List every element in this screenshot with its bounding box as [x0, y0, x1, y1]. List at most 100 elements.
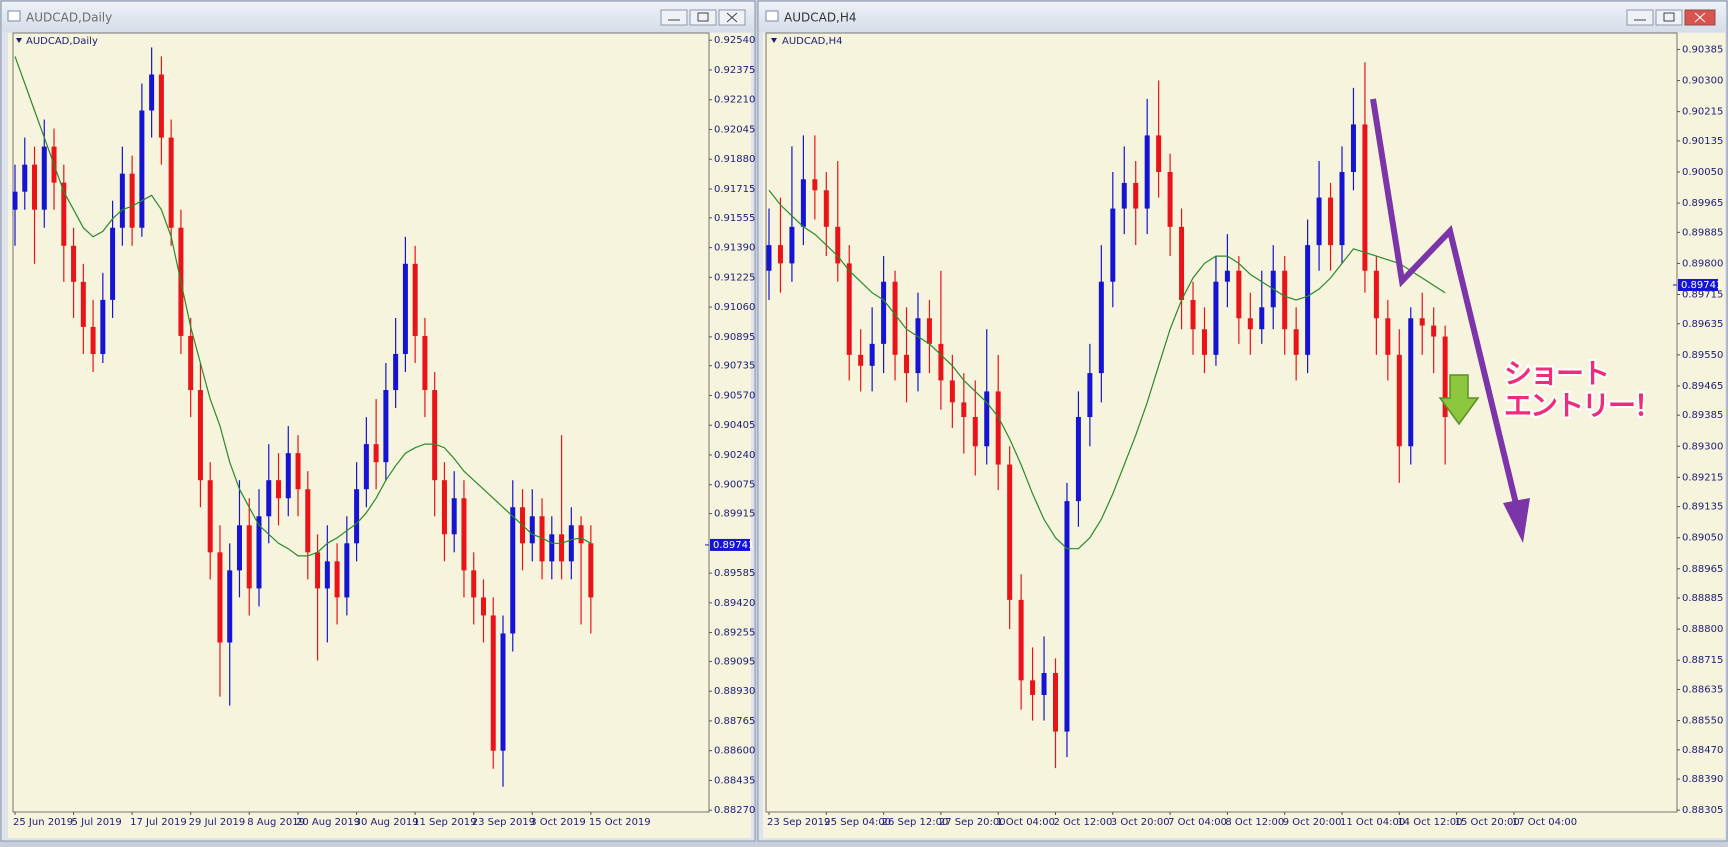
candle-body: [1328, 197, 1334, 246]
y-tick-label: 0.88965: [1682, 564, 1723, 575]
candle-body: [1316, 197, 1322, 246]
candle-body: [812, 179, 818, 191]
annotation: ショート: [1504, 357, 1608, 390]
x-tick-label: 17 Oct 04:00: [1512, 817, 1577, 828]
moving-average: [768, 189, 1446, 550]
candle-body: [344, 543, 350, 598]
candle-body: [71, 245, 77, 282]
y-tick-label: 0.90570: [714, 390, 755, 401]
candle-body: [1018, 599, 1024, 681]
candle-body: [1087, 373, 1093, 418]
candle-body: [869, 343, 875, 366]
candle-body: [800, 179, 806, 227]
candle-body: [1030, 680, 1036, 695]
candle-body: [510, 507, 516, 634]
candle-body: [236, 525, 242, 571]
y-tick-label: 0.91060: [714, 302, 755, 313]
x-tick-label: 11 Sep 2019: [413, 817, 476, 828]
y-tick-label: 0.88885: [1682, 593, 1723, 604]
candle-body: [915, 318, 921, 374]
annotation: エントリー！: [1504, 389, 1660, 422]
candle-body: [12, 191, 18, 210]
y-tick-label: 0.89885: [1682, 227, 1723, 238]
y-tick-label: 0.88765: [714, 716, 755, 727]
y-tick-label: 0.91390: [714, 243, 755, 254]
candle-body: [295, 453, 301, 490]
arrow-head: [1503, 498, 1530, 543]
candle-body: [129, 173, 135, 228]
y-tick-label: 0.90735: [714, 361, 755, 372]
y-tick-label: 0.89300: [1682, 441, 1723, 452]
x-tick-label: 15 Oct 20:00: [1455, 817, 1520, 828]
x-tick-label: 25 Sep 04:00: [824, 817, 891, 828]
candle-body: [766, 245, 772, 271]
candle-body: [110, 227, 116, 300]
candle-body: [1373, 270, 1379, 319]
candle-body: [149, 74, 155, 111]
candle-body: [858, 354, 864, 366]
candle-body: [995, 391, 1001, 465]
y-tick-label: 0.90300: [1682, 76, 1723, 87]
y-tick-label: 0.91880: [714, 154, 755, 165]
y-tick-label: 0.90050: [1682, 167, 1723, 178]
candle-body: [1419, 318, 1425, 326]
current-price-label: 0.89741: [1681, 280, 1722, 291]
chart-area: [8, 33, 751, 838]
title-bar: [759, 2, 1726, 32]
y-tick-label: 0.89255: [714, 628, 755, 639]
candle-body: [938, 343, 944, 381]
x-tick-label: 11 Oct 04:00: [1340, 817, 1405, 828]
candle-body: [383, 390, 389, 463]
candle-body: [1396, 354, 1402, 447]
y-tick-label: 0.89135: [1682, 502, 1723, 513]
window-controls[interactable]: [1626, 9, 1716, 26]
window-controls[interactable]: [660, 9, 746, 26]
y-tick-label: 0.88800: [1682, 624, 1723, 635]
candle-body: [529, 516, 535, 544]
y-tick-label: 0.92045: [714, 124, 755, 135]
window-title: AUDCAD,H4: [784, 11, 857, 25]
plot-frame: [12, 32, 710, 813]
chart-menu[interactable]: [771, 38, 777, 43]
candle-body: [1121, 182, 1127, 209]
y-tick-label: 0.90405: [714, 420, 755, 431]
x-tick-label: 7 Oct 04:00: [1168, 817, 1227, 828]
x-tick-label: 3 Oct 2019: [530, 817, 585, 828]
x-tick-label: 20 Aug 2019: [296, 817, 360, 828]
current-price-box: [1678, 278, 1718, 291]
y-tick-label: 0.90895: [714, 332, 755, 343]
candle-body: [1282, 270, 1288, 330]
x-tick-label: 25 Jun 2019: [13, 817, 73, 828]
candle-body: [266, 480, 272, 517]
y-tick-label: 0.91225: [714, 272, 755, 283]
candle-body: [789, 226, 795, 264]
candle-body: [1053, 673, 1058, 732]
candle-body: [61, 182, 67, 246]
chart-menu[interactable]: [16, 38, 22, 43]
candle-body: [1293, 329, 1299, 355]
current-price-box: [710, 538, 750, 551]
candle-body: [1064, 501, 1070, 732]
candle-body: [422, 335, 428, 391]
candle-body: [1041, 673, 1047, 695]
candle-body: [168, 137, 174, 228]
candle-body: [1144, 135, 1150, 209]
y-tick-label: 0.88635: [1682, 684, 1723, 695]
candle-body: [835, 226, 841, 264]
y-tick-label: 0.88390: [1682, 774, 1723, 785]
y-tick-label: 0.89585: [714, 568, 755, 579]
candle-body: [227, 570, 233, 643]
candle-body: [1201, 329, 1207, 355]
candle-body: [1156, 135, 1162, 172]
y-tick-label: 0.89050: [1682, 533, 1723, 544]
candle-body: [1247, 318, 1253, 330]
y-tick-label: 0.90075: [714, 480, 755, 491]
candle-body: [1133, 182, 1139, 209]
y-tick-label: 0.89635: [1682, 319, 1723, 330]
y-tick-label: 0.89915: [714, 509, 755, 520]
candle-body: [354, 489, 360, 544]
candle-body: [432, 390, 438, 481]
candle-body: [285, 453, 291, 499]
